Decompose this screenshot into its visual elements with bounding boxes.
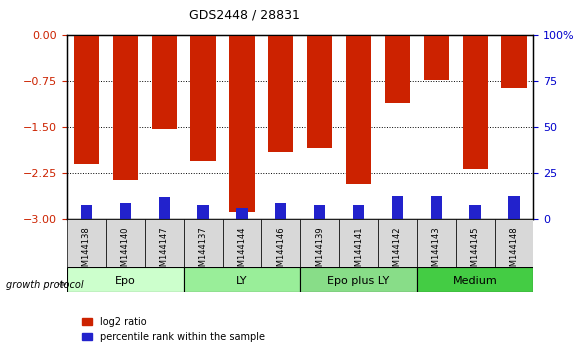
FancyBboxPatch shape [417, 219, 456, 267]
Text: GSM144146: GSM144146 [276, 227, 285, 277]
Bar [424, 35, 449, 80]
Text: GSM144144: GSM144144 [237, 227, 247, 277]
Bar [385, 35, 410, 103]
Bar [152, 35, 177, 129]
FancyBboxPatch shape [145, 219, 184, 267]
FancyBboxPatch shape [300, 219, 339, 267]
Bar [501, 35, 526, 87]
Bar [236, 209, 248, 219]
Text: growth protocol: growth protocol [6, 280, 83, 290]
Bar [508, 195, 519, 219]
FancyBboxPatch shape [184, 267, 300, 292]
Text: GDS2448 / 28831: GDS2448 / 28831 [189, 9, 300, 22]
FancyBboxPatch shape [106, 219, 145, 267]
Text: GSM144137: GSM144137 [199, 227, 208, 278]
Text: Medium: Medium [453, 276, 497, 286]
Text: GSM144139: GSM144139 [315, 227, 324, 277]
Bar [346, 35, 371, 184]
Text: GSM144142: GSM144142 [393, 227, 402, 277]
Text: GSM144148: GSM144148 [510, 227, 518, 277]
Text: Epo: Epo [115, 276, 136, 286]
Bar [159, 198, 170, 219]
Bar [462, 35, 488, 169]
Text: GSM144141: GSM144141 [354, 227, 363, 277]
Bar [74, 35, 99, 164]
Text: GSM144138: GSM144138 [82, 227, 91, 278]
Bar [120, 203, 131, 219]
FancyBboxPatch shape [300, 267, 417, 292]
Text: GSM144143: GSM144143 [432, 227, 441, 277]
FancyBboxPatch shape [261, 219, 300, 267]
FancyBboxPatch shape [378, 219, 417, 267]
FancyBboxPatch shape [456, 219, 494, 267]
FancyBboxPatch shape [494, 219, 533, 267]
Bar [469, 205, 481, 219]
Bar [307, 35, 332, 148]
Text: LY: LY [236, 276, 248, 286]
Bar [353, 205, 364, 219]
Bar [198, 205, 209, 219]
FancyBboxPatch shape [339, 219, 378, 267]
Text: GSM144147: GSM144147 [160, 227, 168, 277]
FancyBboxPatch shape [67, 219, 106, 267]
Bar [392, 195, 403, 219]
Bar [431, 195, 442, 219]
Bar [229, 35, 255, 211]
Bar [268, 35, 293, 152]
FancyBboxPatch shape [67, 267, 184, 292]
Text: GSM144145: GSM144145 [470, 227, 480, 277]
Bar [113, 35, 138, 179]
Bar [275, 203, 286, 219]
Text: GSM144140: GSM144140 [121, 227, 130, 277]
Legend: log2 ratio, percentile rank within the sample: log2 ratio, percentile rank within the s… [82, 317, 265, 342]
FancyBboxPatch shape [223, 219, 261, 267]
Bar [314, 205, 325, 219]
FancyBboxPatch shape [417, 267, 533, 292]
FancyBboxPatch shape [184, 219, 223, 267]
Text: Epo plus LY: Epo plus LY [328, 276, 389, 286]
Bar [81, 205, 92, 219]
Bar [191, 35, 216, 161]
